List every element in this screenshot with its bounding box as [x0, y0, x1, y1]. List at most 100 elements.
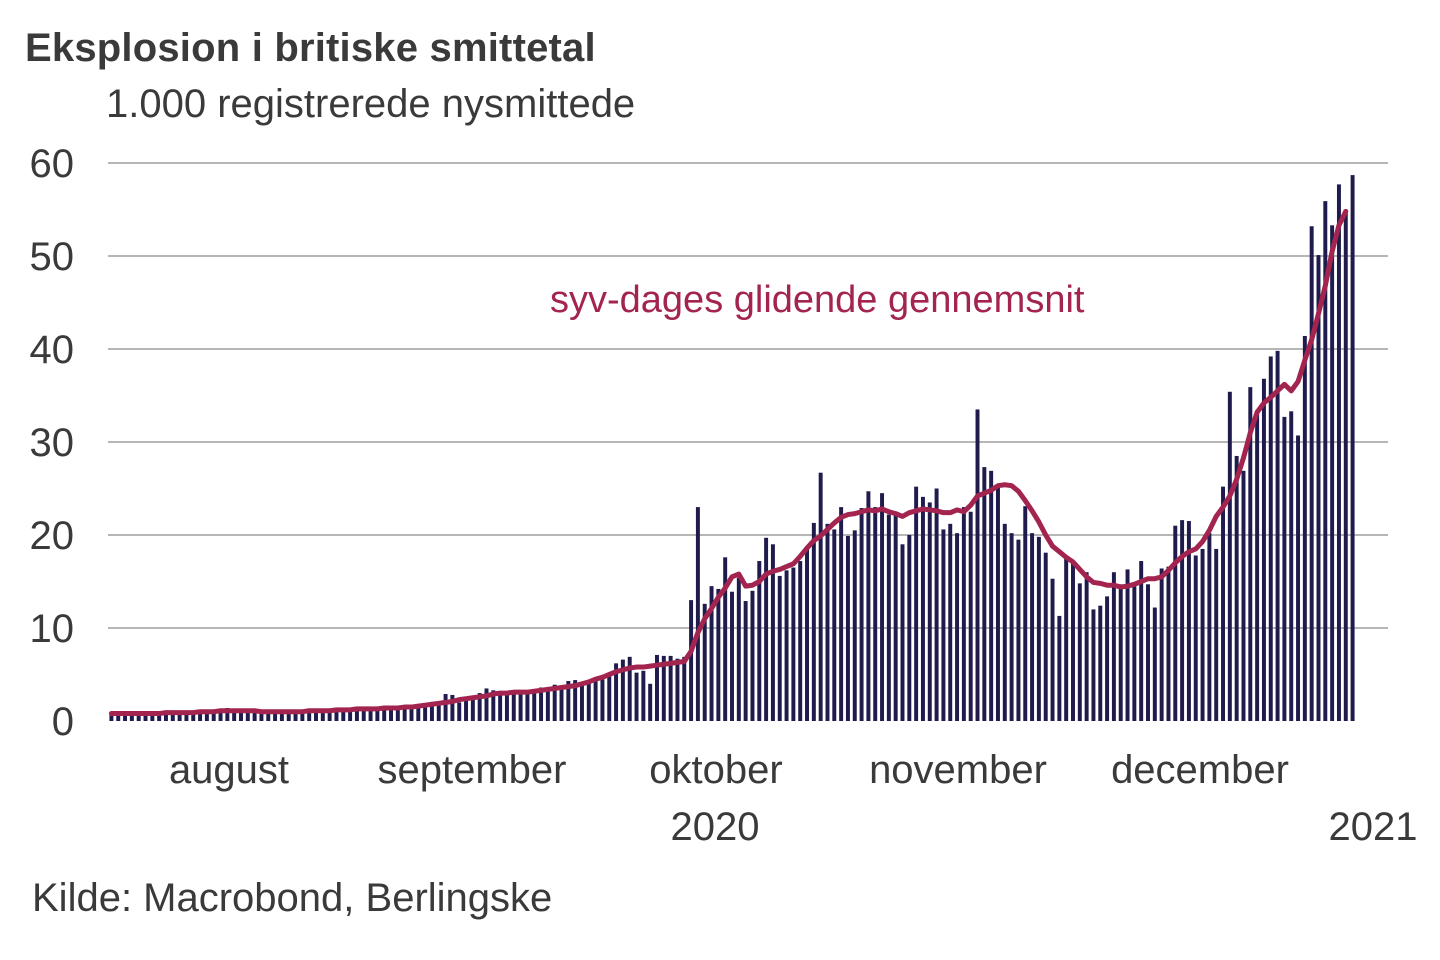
bar [1214, 548, 1219, 721]
chart-subtitle: 1.000 registrerede nysmittede [106, 82, 636, 126]
bar [757, 561, 762, 721]
bar [232, 710, 237, 721]
x-month-label: november [869, 748, 1047, 792]
bar [961, 507, 966, 721]
bar [1111, 572, 1116, 721]
bar [314, 710, 318, 721]
bar [1036, 536, 1041, 721]
bar [764, 537, 769, 721]
bar [1180, 520, 1185, 721]
bar [941, 529, 946, 721]
bar [1248, 387, 1253, 721]
y-tick-label: 50 [30, 235, 75, 279]
bar [559, 687, 564, 721]
bar [293, 711, 298, 721]
x-month-label: december [1111, 748, 1289, 792]
bar [464, 696, 469, 721]
bar [1118, 584, 1123, 721]
bar [1023, 506, 1028, 721]
bar [1125, 569, 1130, 721]
bar [320, 709, 325, 721]
bar [518, 690, 523, 721]
bar [1077, 583, 1082, 721]
bar [545, 688, 550, 721]
bar [341, 709, 346, 721]
moving-average-line [108, 208, 1349, 717]
bar [368, 708, 373, 721]
bar [123, 713, 128, 721]
bar [477, 693, 482, 721]
bar [1255, 410, 1260, 721]
x-month-label: oktober [649, 748, 782, 792]
bar [1343, 209, 1348, 721]
bar [300, 710, 305, 721]
bars-series [109, 175, 1355, 722]
bar [1268, 356, 1273, 721]
bar [566, 681, 571, 721]
bar [1193, 555, 1198, 721]
bar [402, 707, 407, 721]
bar [1200, 548, 1205, 721]
bar [900, 544, 905, 721]
bar [886, 514, 891, 721]
bar [1132, 585, 1137, 721]
bar [423, 707, 428, 721]
bar [450, 694, 455, 721]
bar [661, 655, 666, 721]
bar [498, 692, 503, 721]
bar [239, 711, 243, 721]
bar [116, 714, 121, 721]
bar [975, 409, 980, 721]
bar [573, 680, 578, 721]
bar [457, 702, 462, 721]
bar [1234, 455, 1239, 721]
bar [334, 709, 339, 721]
bar [648, 683, 653, 721]
bar [586, 681, 591, 721]
bar [307, 711, 312, 721]
bar [218, 710, 223, 721]
bar [777, 575, 782, 721]
bar [1105, 596, 1110, 721]
bar [770, 544, 775, 721]
bar [198, 711, 203, 721]
bar [798, 561, 803, 721]
bar [818, 472, 823, 721]
bar [443, 694, 448, 721]
bar [1016, 539, 1021, 721]
bar [552, 684, 557, 721]
bar [825, 523, 830, 721]
bar [1309, 226, 1314, 722]
bar [784, 570, 789, 721]
bar [695, 507, 700, 721]
bar [525, 691, 530, 721]
y-tick-label: 10 [30, 607, 75, 651]
bar [614, 663, 619, 721]
bar [143, 714, 148, 721]
bar [934, 488, 939, 721]
bar [1302, 335, 1307, 721]
x-year-label: 2021 [1329, 805, 1418, 849]
bar [675, 658, 680, 721]
bar [184, 713, 189, 721]
bar [389, 709, 393, 721]
bar [1336, 184, 1341, 721]
bar [177, 712, 182, 721]
bar [832, 529, 837, 721]
bar [539, 687, 544, 721]
bar [750, 590, 755, 721]
bar [1002, 523, 1007, 721]
bar [470, 697, 475, 721]
bar [491, 690, 496, 721]
bar [1275, 350, 1280, 721]
bar [730, 591, 734, 721]
bar [109, 713, 114, 721]
bar [204, 712, 209, 721]
bar [689, 600, 694, 721]
bar [163, 712, 168, 721]
bar [150, 713, 155, 721]
bar [1139, 561, 1144, 721]
bar [920, 496, 925, 721]
bar [484, 688, 489, 721]
bar [927, 502, 932, 721]
